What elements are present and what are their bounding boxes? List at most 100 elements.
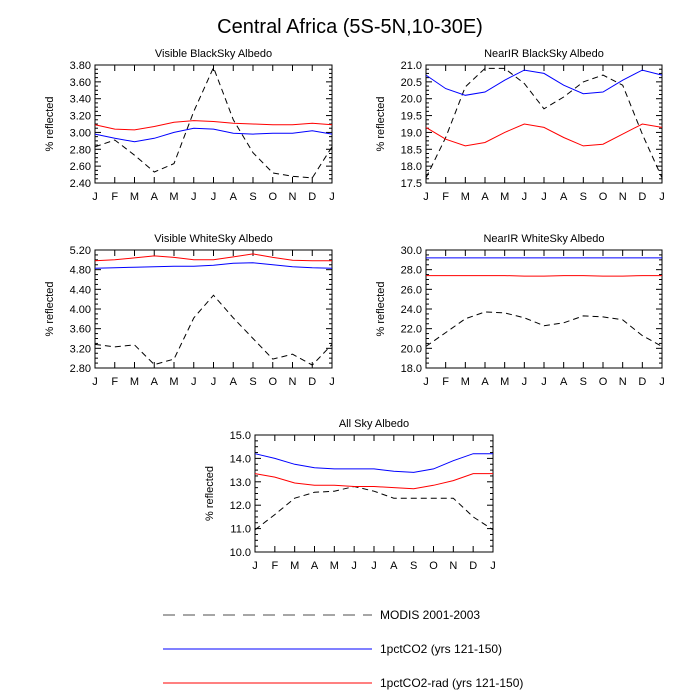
x-tick-label: J <box>541 376 547 388</box>
x-tick-label: J <box>351 560 357 572</box>
y-tick-label: 2.80 <box>70 363 91 375</box>
y-tick-label: 3.20 <box>70 343 91 355</box>
series-line-modis <box>254 485 494 531</box>
x-tick-label: M <box>130 376 139 388</box>
series-line-modis <box>425 311 663 347</box>
x-tick-label: F <box>442 191 449 203</box>
y-tick-label: 3.60 <box>70 77 91 89</box>
y-tick-label: 3.40 <box>70 94 91 106</box>
y-tick-label: 3.80 <box>70 60 91 72</box>
series-line-co2 <box>425 69 663 96</box>
x-tick-label: J <box>252 560 258 572</box>
y-tick-label: 18.0 <box>401 161 422 173</box>
x-tick-label: A <box>481 191 489 203</box>
x-tick-label: N <box>289 191 297 203</box>
x-tick-label: J <box>211 376 217 388</box>
x-tick-label: D <box>638 191 646 203</box>
x-tick-label: M <box>290 560 299 572</box>
x-tick-label: J <box>541 191 547 203</box>
series-line-co2 <box>94 262 333 269</box>
y-tick-label: 12.0 <box>230 500 251 512</box>
x-tick-label: J <box>371 560 377 572</box>
series-line-modis <box>425 67 663 179</box>
plot-frame <box>254 434 494 553</box>
series-line-modis <box>94 294 333 366</box>
x-tick-label: J <box>490 560 496 572</box>
y-tick-label: 17.5 <box>401 178 422 190</box>
x-tick-label: A <box>560 376 568 388</box>
x-tick-label: M <box>500 191 509 203</box>
y-tick-label: 19.5 <box>401 111 422 123</box>
y-tick-label: 4.80 <box>70 265 91 277</box>
x-tick-label: O <box>268 191 277 203</box>
x-tick-label: A <box>390 560 398 572</box>
x-tick-label: O <box>599 191 608 203</box>
x-tick-label: J <box>522 191 528 203</box>
x-tick-label: J <box>329 376 335 388</box>
x-tick-label: F <box>442 376 449 388</box>
y-tick-label: 15.0 <box>230 430 251 442</box>
legend-label: 1pctCO2-rad (yrs 121-150) <box>380 676 523 690</box>
y-tick-label: 3.20 <box>70 111 91 123</box>
panel-title: NearIR WhiteSky Albedo <box>483 233 604 245</box>
x-tick-label: J <box>191 376 197 388</box>
y-tick-label: 30.0 <box>401 245 422 257</box>
series-line-co2 <box>254 453 493 473</box>
x-tick-label: F <box>271 560 278 572</box>
series-line-co2rad <box>426 275 662 277</box>
y-tick-label: 13.0 <box>230 477 251 489</box>
panel-title: All Sky Albedo <box>339 418 409 430</box>
y-tick-label: 3.60 <box>70 324 91 336</box>
x-tick-label: A <box>151 376 159 388</box>
x-tick-label: A <box>560 191 568 203</box>
y-tick-label: 24.0 <box>401 304 422 316</box>
x-tick-label: M <box>461 191 470 203</box>
y-tick-label: 18.5 <box>401 144 422 156</box>
x-tick-label: O <box>429 560 438 572</box>
x-tick-label: A <box>481 376 489 388</box>
y-tick-label: 20.0 <box>401 94 422 106</box>
x-tick-label: M <box>130 191 139 203</box>
x-tick-label: A <box>230 376 238 388</box>
x-tick-label: A <box>151 191 159 203</box>
legend-label: MODIS 2001-2003 <box>380 608 480 622</box>
y-tick-label: 2.80 <box>70 144 91 156</box>
x-tick-label: J <box>522 376 528 388</box>
y-axis-label: % reflected <box>44 281 56 336</box>
panel-title: Visible WhiteSky Albedo <box>154 233 272 245</box>
x-tick-label: M <box>330 560 339 572</box>
y-tick-label: 20.5 <box>401 77 422 89</box>
x-tick-label: F <box>111 191 118 203</box>
y-axis-label: % reflected <box>375 96 387 151</box>
x-tick-label: A <box>230 191 238 203</box>
x-tick-label: O <box>268 376 277 388</box>
y-tick-label: 2.40 <box>70 178 91 190</box>
plot-frame <box>425 64 663 184</box>
panel-title: NearIR BlackSky Albedo <box>484 48 604 60</box>
x-tick-label: J <box>659 376 665 388</box>
x-tick-label: S <box>249 191 256 203</box>
x-tick-label: M <box>461 376 470 388</box>
series-line-co2 <box>94 127 333 143</box>
y-tick-label: 28.0 <box>401 265 422 277</box>
x-tick-label: S <box>580 376 587 388</box>
x-tick-label: J <box>211 191 217 203</box>
x-tick-label: D <box>308 376 316 388</box>
y-tick-label: 5.20 <box>70 245 91 257</box>
y-tick-label: 20.0 <box>401 343 422 355</box>
chart-panel-5: All Sky Albedo 10.0 11.0 12.0 13.0 14.0 15.0 J F… <box>204 418 496 572</box>
chart-panel-3: Visible WhiteSky Albedo 2.80 3.20 3.60 4.00 4… <box>44 233 335 388</box>
x-tick-label: N <box>619 376 627 388</box>
plot-frame <box>425 249 663 369</box>
y-tick-label: 10.0 <box>230 547 251 559</box>
x-tick-label: J <box>92 376 98 388</box>
y-tick-label: 22.0 <box>401 324 422 336</box>
x-tick-label: O <box>599 376 608 388</box>
y-tick-label: 11.0 <box>230 524 251 536</box>
x-tick-label: J <box>329 191 335 203</box>
y-tick-label: 14.0 <box>230 453 251 465</box>
y-tick-label: 19.0 <box>401 127 422 139</box>
x-tick-label: J <box>659 191 665 203</box>
x-tick-label: D <box>469 560 477 572</box>
